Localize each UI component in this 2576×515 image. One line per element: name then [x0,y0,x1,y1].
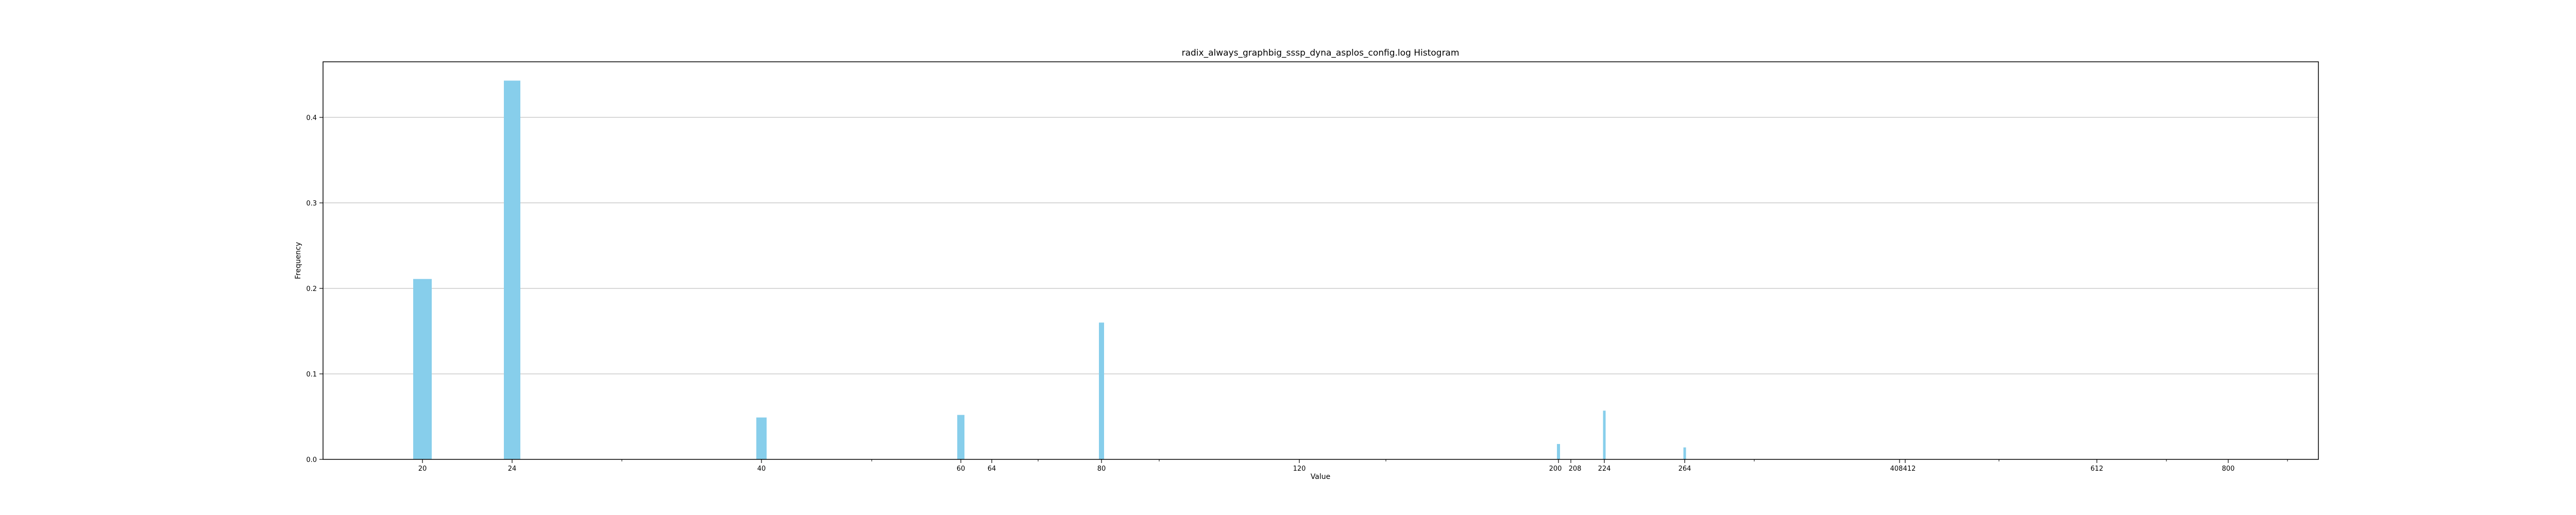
plot-frame [323,61,2319,460]
x-tick-label: 120 [1293,465,1306,473]
histogram-bar [756,417,767,459]
histogram-bar [1557,444,1560,459]
histogram-bar [413,279,432,459]
x-tick-label: 612 [2091,465,2104,473]
x-tick-label: 412 [1903,465,1916,473]
histogram-bar [504,80,520,460]
y-tick-label: 0.1 [306,371,317,379]
histogram-bar [957,415,964,459]
x-tick-label: 408 [1890,465,1903,473]
x-tick-label: 264 [1679,465,1691,473]
x-tick-label: 40 [757,465,766,473]
y-tick-label: 0.0 [306,456,317,464]
histogram-bar [1683,447,1686,459]
x-tick-label: 20 [418,465,427,473]
y-tick-label: 0.3 [306,200,317,208]
x-tick-label: 200 [1549,465,1562,473]
x-axis-label: Value [1311,473,1330,481]
x-tick-label: 60 [957,465,965,473]
x-tick-label: 224 [1598,465,1611,473]
y-tick-label: 0.2 [306,285,317,293]
histogram-bar [1603,410,1606,459]
x-tick-label: 208 [1569,465,1582,473]
chart-title: radix_always_graphbig_sssp_dyna_asplos_c… [1182,48,1460,58]
histogram-bar [1099,322,1104,459]
axes: 0.0 0.1 0.2 0.3 0.4 20 24 40 60 64 80 120 200 208 224 2… [306,114,2288,473]
x-tick-label: 64 [988,465,996,473]
y-axis-label: Frequency [294,242,302,279]
x-tick-label: 24 [508,465,517,473]
x-tick-label: 800 [2222,465,2235,473]
y-tick-label: 0.4 [306,114,317,122]
x-tick-label: 80 [1097,465,1106,473]
bars [413,80,1686,460]
gridlines [323,117,2318,374]
